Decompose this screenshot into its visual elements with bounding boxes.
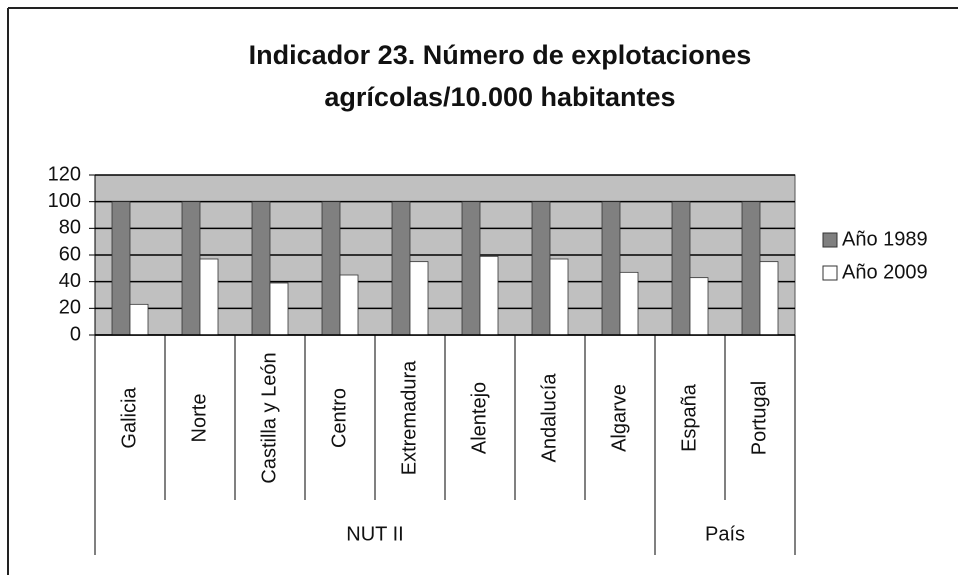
bar — [269, 282, 289, 336]
bar — [531, 201, 551, 336]
bar — [601, 201, 621, 336]
bar — [111, 201, 131, 336]
bar — [181, 201, 201, 336]
x-tick-label: España — [678, 383, 700, 452]
legend-swatch — [822, 232, 838, 248]
bar — [549, 258, 569, 336]
y-tick-label: 100 — [48, 190, 81, 212]
x-tick-label: Algarve — [608, 384, 630, 452]
bar — [479, 255, 499, 336]
x-tick-label: Centro — [328, 388, 350, 448]
x-tick-label: Galicia — [118, 387, 140, 449]
y-tick-label: 40 — [59, 270, 81, 292]
bar — [671, 201, 691, 336]
bar — [199, 258, 219, 336]
bar — [461, 201, 481, 336]
y-tick-label: 20 — [59, 297, 81, 319]
y-tick-label: 0 — [70, 323, 81, 345]
bar — [619, 271, 639, 336]
bar — [321, 201, 341, 336]
bar — [689, 277, 709, 336]
legend-label: Año 2009 — [842, 261, 928, 283]
x-tick-label: Extremadura — [398, 360, 420, 475]
x-tick-label: Alentejo — [468, 382, 490, 454]
group-label: NUT II — [346, 523, 403, 545]
bar — [409, 261, 429, 336]
x-tick-label: Andalucía — [538, 373, 560, 463]
bar — [339, 274, 359, 336]
group-label: País — [705, 523, 745, 545]
legend-label: Año 1989 — [842, 228, 928, 250]
x-tick-label: Castilla y León — [258, 352, 280, 483]
y-tick-label: 80 — [59, 217, 81, 239]
bar — [391, 201, 411, 336]
bar — [129, 303, 149, 336]
bar — [741, 201, 761, 336]
bar — [759, 261, 779, 336]
bar — [251, 201, 271, 336]
chart-title: Indicador 23. Número de explotaciones ag… — [248, 40, 752, 112]
legend-swatch — [822, 265, 838, 281]
x-tick-label: Norte — [188, 394, 210, 443]
y-tick-label: 60 — [59, 243, 81, 265]
y-tick-label: 120 — [48, 163, 81, 185]
x-tick-label: Portugal — [748, 381, 770, 456]
